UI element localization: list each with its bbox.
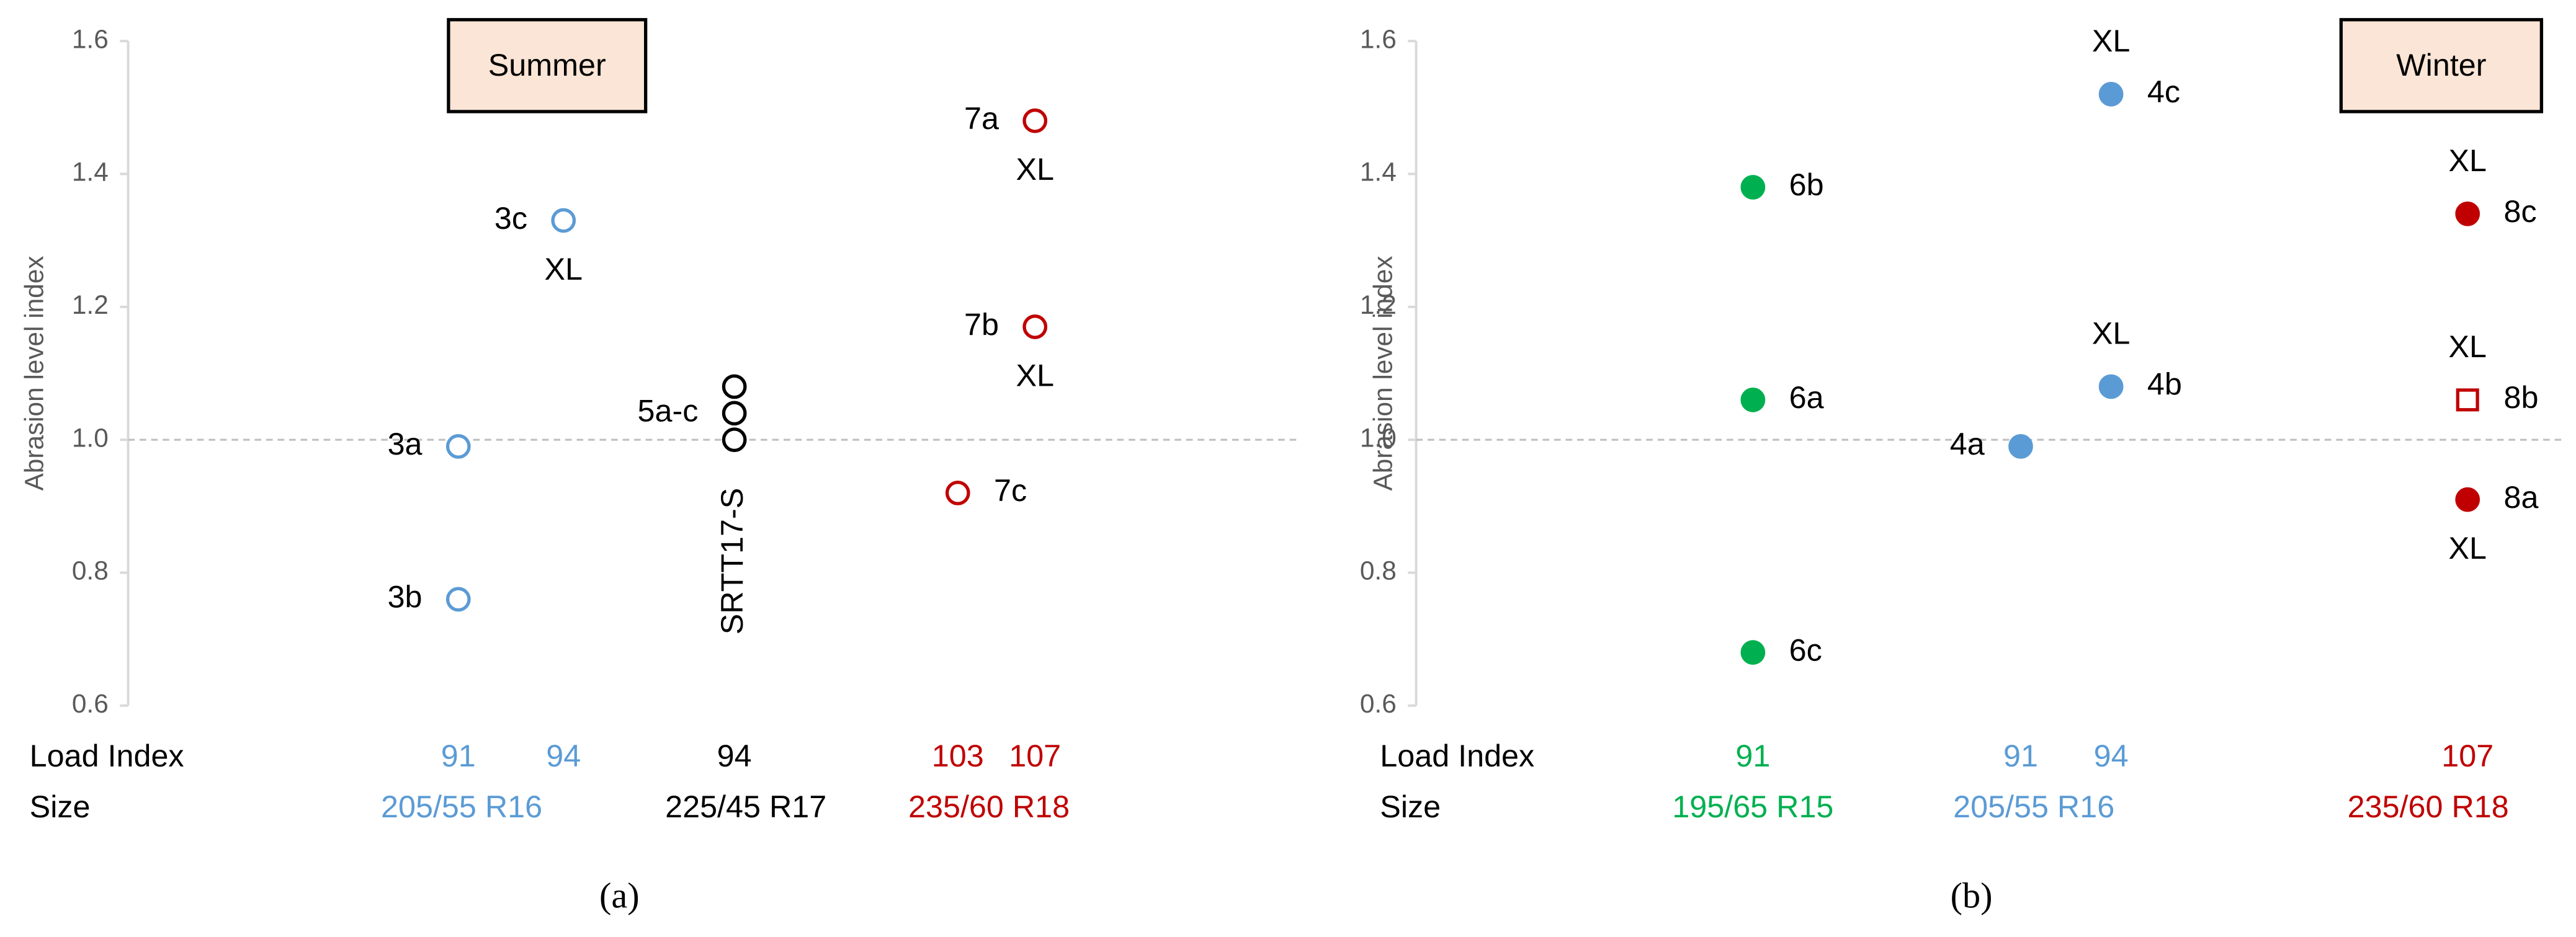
y-axis-label: Abrasion level index (1368, 256, 1397, 491)
point-label: 5a-c (638, 393, 699, 429)
load-index: 107 (1009, 738, 1061, 773)
size-label: 225/45 R17 (665, 789, 826, 824)
point-note: XL (2448, 530, 2487, 566)
y-tick-label: 1.2 (72, 290, 109, 319)
point-note: XL (1016, 357, 1054, 393)
season-box (2339, 18, 2544, 113)
y-tick-label: 1.0 (1360, 423, 1397, 452)
load-index: 91 (1735, 738, 1770, 773)
point-note: XL (1016, 151, 1054, 187)
point-label: 8c (2503, 193, 2536, 229)
point-label: 6c (1789, 632, 1822, 667)
y-tick-label: 0.8 (72, 556, 109, 585)
y-tick-label: 1.0 (72, 423, 109, 452)
size-label: 205/55 R16 (381, 789, 542, 824)
point-label: 3b (388, 579, 423, 615)
caption: (b) (1951, 876, 1993, 916)
size-label: 205/55 R16 (1953, 789, 2114, 824)
point-label: 7c (994, 473, 1027, 508)
point-label: 8b (2503, 380, 2538, 415)
y-tick-label: 0.6 (1360, 689, 1397, 718)
point (445, 434, 471, 459)
load-index: 107 (2441, 738, 2493, 773)
point-label: 3a (388, 426, 423, 461)
point (722, 427, 747, 453)
row-label: Size (1380, 789, 1441, 824)
point-note: XL (544, 251, 583, 286)
point-note: XL (2448, 143, 2487, 178)
point-label: 4a (1950, 426, 1985, 461)
point-label: 7b (964, 306, 999, 342)
point (2455, 201, 2480, 226)
point (1022, 314, 1048, 339)
point (945, 481, 970, 505)
point (722, 374, 747, 399)
point-label: 4c (2147, 74, 2180, 109)
point (1740, 388, 1766, 412)
load-index: 91 (441, 738, 476, 773)
point-label: 6b (1789, 167, 1824, 202)
load-index: 91 (2003, 738, 2038, 773)
point (722, 401, 747, 426)
point (1022, 108, 1048, 133)
column-note: SRTT17-S (714, 488, 749, 635)
point (2456, 388, 2479, 412)
size-label: 235/60 R18 (2348, 789, 2509, 824)
point-note: XL (2448, 329, 2487, 364)
load-index: 94 (2094, 738, 2129, 773)
point-label: 3c (494, 200, 527, 236)
y-tick-label: 1.4 (72, 158, 109, 187)
point-note: XL (2092, 23, 2131, 58)
point-label: 4b (2147, 366, 2182, 402)
row-label: Size (30, 789, 91, 824)
y-tick-label: 1.2 (1360, 290, 1397, 319)
load-index: 94 (546, 738, 581, 773)
point-label: 7a (964, 100, 999, 136)
point (2455, 487, 2480, 512)
point-note: XL (2092, 316, 2131, 351)
load-index: 103 (932, 738, 984, 773)
y-axis-label: Abrasion level index (19, 256, 48, 491)
row-label: Load Index (1380, 738, 1534, 773)
load-index: 94 (717, 738, 752, 773)
point (2008, 434, 2033, 459)
row-label: Load Index (30, 738, 184, 773)
season-label: Summer (488, 47, 606, 82)
point (2098, 82, 2124, 107)
y-tick-label: 0.8 (1360, 556, 1397, 585)
point (551, 208, 576, 233)
point-label: 8a (2503, 479, 2538, 515)
point (1740, 640, 1766, 665)
season-label: Winter (2396, 47, 2486, 82)
y-tick-label: 0.6 (72, 689, 109, 718)
point (2098, 374, 2124, 399)
season-box (447, 18, 648, 113)
y-tick-label: 1.6 (1360, 24, 1397, 53)
size-label: 195/65 R15 (1672, 789, 1833, 824)
y-tick-label: 1.4 (1360, 158, 1397, 187)
point-label: 6a (1789, 380, 1824, 415)
y-tick-label: 1.6 (72, 24, 109, 53)
size-label: 235/60 R18 (908, 789, 1070, 824)
caption: (a) (599, 876, 640, 916)
point (1740, 175, 1766, 200)
point (445, 587, 471, 612)
